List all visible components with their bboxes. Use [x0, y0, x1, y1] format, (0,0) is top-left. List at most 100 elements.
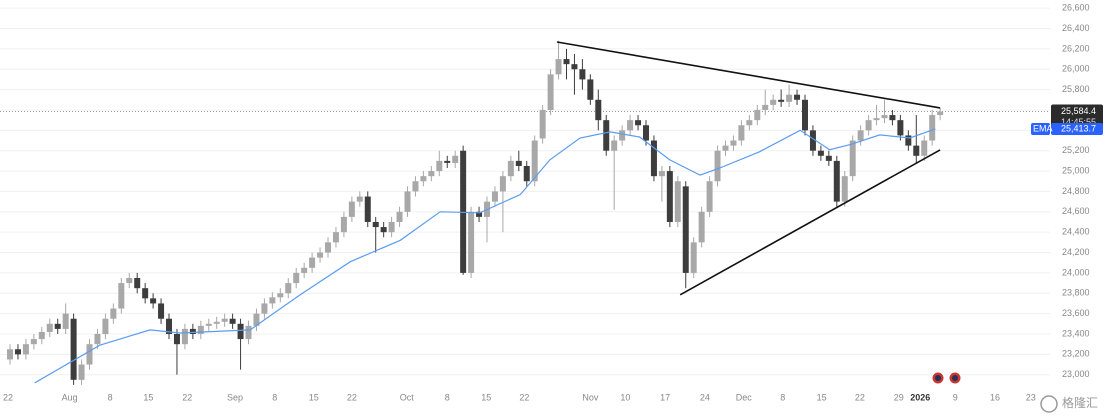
x-tick-label: 22	[347, 392, 357, 402]
x-tick-label: 2026	[910, 392, 930, 402]
x-tick-label: 15	[481, 392, 491, 402]
candle-body	[619, 130, 626, 141]
candle-body	[428, 171, 435, 177]
candle-body	[213, 321, 220, 324]
candle-body	[627, 120, 634, 131]
candle-body	[293, 272, 300, 284]
candle-body	[301, 267, 308, 273]
candle-body	[197, 325, 204, 334]
last-price-box	[1051, 104, 1103, 129]
candle-body	[682, 186, 689, 273]
candle-body	[340, 216, 347, 233]
candle-body	[849, 140, 856, 177]
candle-body	[356, 196, 363, 202]
y-tick-label: 25,200	[1062, 145, 1090, 155]
x-tick-label: 22	[182, 392, 192, 402]
x-tick-label: 29	[894, 392, 904, 402]
candle-body	[825, 155, 832, 161]
y-tick-label: 24,600	[1062, 206, 1090, 216]
candle-body	[388, 221, 395, 233]
candle-body	[698, 211, 705, 243]
candle-body	[738, 125, 745, 141]
x-tick-label: Dec	[736, 392, 753, 402]
flag-icon	[935, 375, 941, 381]
candle-body	[595, 99, 602, 121]
candle-body	[571, 64, 578, 70]
y-tick-label: 25,800	[1062, 84, 1090, 94]
candle-body	[189, 328, 196, 334]
candle-body	[317, 252, 324, 258]
candle-body	[78, 364, 85, 380]
candle-body	[833, 160, 840, 202]
candle-body	[611, 140, 618, 151]
candle-body	[921, 140, 928, 156]
candle-body	[642, 125, 649, 141]
candle-body	[754, 109, 761, 121]
candle-body	[635, 120, 642, 126]
candle-body	[110, 308, 117, 319]
candle-body	[786, 94, 793, 102]
candle-body	[420, 176, 427, 182]
candle-body	[937, 111, 944, 116]
candle-body	[332, 232, 339, 243]
candle-body	[778, 99, 785, 102]
x-tick-label: 9	[953, 392, 958, 402]
candle-body	[404, 191, 411, 212]
candle-body	[70, 318, 77, 380]
candle-body	[173, 333, 180, 345]
candle-body	[873, 118, 880, 121]
candle-body	[746, 120, 753, 126]
y-tick-label: 26,000	[1062, 64, 1090, 74]
candle-body	[889, 115, 896, 121]
x-tick-label: 15	[817, 392, 827, 402]
candle-body	[674, 181, 681, 222]
candle-body	[499, 176, 506, 192]
candle-body	[205, 323, 212, 326]
y-tick-label: 24,400	[1062, 227, 1090, 237]
x-tick-label: 8	[445, 392, 450, 402]
candle-body	[857, 130, 864, 141]
y-tick-label: 24,000	[1062, 267, 1090, 277]
x-tick-label: 22	[855, 392, 865, 402]
x-tick-label: 24	[700, 392, 710, 402]
x-tick-label: 8	[108, 392, 113, 402]
candle-body	[770, 99, 777, 105]
ema-name: EMA	[1033, 123, 1053, 133]
candle-body	[468, 211, 475, 273]
candle-body	[126, 277, 133, 284]
marks	[7, 40, 944, 385]
candle-body	[690, 242, 697, 273]
candle-body	[7, 349, 14, 360]
candle-body	[46, 323, 53, 332]
x-tick-label: 17	[660, 392, 670, 402]
candle-body	[166, 318, 173, 334]
x-tick-label: 22	[519, 392, 529, 402]
candle-body	[881, 115, 888, 119]
candle-body	[94, 333, 101, 345]
candle-body	[476, 211, 483, 217]
candle-body	[372, 221, 379, 228]
labels: 23,000 23,200 23,400 23,600 23,800 24,000 24,2…	[3, 3, 1103, 402]
candle-body	[794, 94, 801, 100]
candle-body	[913, 145, 920, 156]
candle-body	[396, 211, 403, 222]
x-tick-label: 10	[620, 392, 630, 402]
candle-body	[54, 323, 61, 329]
watermark: 格隆汇	[1040, 395, 1098, 413]
candle-body	[86, 344, 93, 365]
candle-body	[261, 303, 268, 314]
y-tick-label: 23,000	[1062, 369, 1090, 379]
candle-body	[762, 104, 769, 110]
x-tick-label: 23	[1026, 392, 1036, 402]
candle-body	[237, 323, 244, 340]
x-tick-label: Aug	[62, 392, 78, 402]
candle-body	[142, 288, 149, 299]
watermark-text: 格隆汇	[1062, 395, 1098, 410]
candle-body	[22, 344, 29, 355]
candle-body	[285, 283, 292, 294]
y-tick-label: 23,800	[1062, 288, 1090, 298]
candle-body	[929, 115, 936, 141]
candle-body	[547, 74, 554, 110]
y-tick-label: 24,800	[1062, 186, 1090, 196]
x-tick-label: Nov	[582, 392, 599, 402]
